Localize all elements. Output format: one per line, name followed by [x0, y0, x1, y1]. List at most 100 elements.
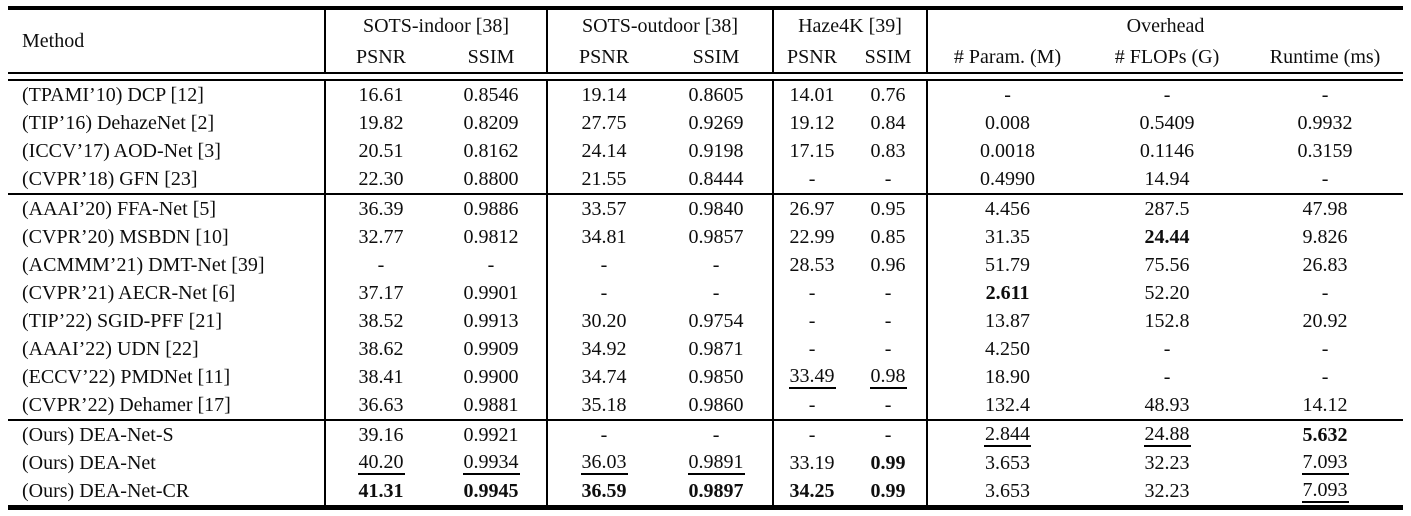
cell-value: 0.9850 [688, 365, 744, 388]
cell-value: 19.14 [581, 83, 627, 106]
value-cell: 36.03 [547, 449, 660, 477]
cell-value: - [712, 281, 720, 304]
value-cell: 0.9921 [436, 419, 549, 449]
value-cell: 32.77 [325, 223, 436, 251]
cell-value: 0.9909 [463, 337, 519, 360]
value-cell: - [773, 391, 850, 420]
value-cell: 30.20 [547, 307, 660, 335]
value-cell: - [773, 307, 850, 335]
cell-value: 39.16 [358, 423, 404, 446]
value-cell: 0.9909 [436, 335, 549, 363]
value-cell: - [773, 419, 851, 449]
cell-value: - [712, 423, 720, 446]
cell-value: 0.9871 [688, 337, 744, 360]
cell-value: 0.9840 [688, 197, 744, 220]
cell-value: - [712, 253, 720, 276]
cell-value: - [884, 281, 892, 304]
value-cell: 26.97 [773, 193, 851, 223]
value-cell: 48.93 [1087, 391, 1247, 420]
col-header-outdoor-ssim: SSIM [660, 42, 775, 73]
col-group-sots-indoor: SOTS-indoor [38] [325, 8, 549, 42]
value-cell: 75.56 [1087, 251, 1247, 279]
value-cell: 41.31 [325, 477, 436, 508]
value-cell: - [773, 279, 850, 307]
value-cell: 0.9860 [660, 391, 775, 420]
col-header-outdoor-psnr: PSNR [579, 45, 630, 68]
cell-value: 0.9900 [463, 365, 519, 388]
cell-value: 0.8162 [463, 139, 519, 162]
cell-value: - [808, 337, 816, 360]
value-cell: - [1087, 363, 1247, 391]
cell-value: 0.8605 [688, 83, 744, 106]
value-cell: 40.20 [325, 449, 436, 477]
cell-value: 33.49 [788, 365, 836, 390]
cell-value: 0.84 [870, 111, 906, 134]
value-cell: 0.9871 [660, 335, 775, 363]
value-cell: - [1247, 363, 1403, 391]
cell-value: - [808, 423, 816, 446]
value-cell: 3.653 [927, 449, 1087, 477]
table-header: Method SOTS-indoor [38] SOTS-outdoor [38… [8, 8, 1403, 73]
cell-value: - [808, 281, 816, 304]
value-cell: - [660, 419, 775, 449]
cell-value: 36.03 [580, 451, 628, 476]
cell-value: 0.8209 [463, 111, 519, 134]
value-cell: 4.250 [927, 335, 1087, 363]
value-cell: 31.35 [927, 223, 1087, 251]
cell-value: - [884, 167, 892, 190]
value-cell: 36.59 [547, 477, 660, 508]
table-row: (AAAI’20) FFA-Net [5] 36.39 0.9886 33.57 0.9… [8, 193, 1404, 223]
cell-value: 0.9934 [462, 451, 520, 476]
cell-value: 19.82 [358, 111, 404, 134]
value-cell: 32.23 [1087, 449, 1247, 477]
cell-value: 3.653 [985, 451, 1031, 474]
cell-value: 0.9901 [463, 281, 519, 304]
cell-value: 35.18 [581, 393, 627, 416]
cell-value: 22.30 [358, 167, 404, 190]
cell-value: 0.4990 [980, 167, 1036, 190]
value-cell: - [325, 251, 436, 279]
value-cell: 0.8546 [436, 80, 549, 109]
table-row: (TPAMI’10) DCP [12] 16.61 0.8546 19.14 0.860… [8, 80, 1403, 109]
value-cell: 0.9886 [436, 193, 549, 223]
table-row: (Ours) DEA-Net-CR 41.31 0.9945 36.59 0.9897 3… [8, 477, 1403, 508]
method-cell: (CVPR’20) MSBDN [10] [8, 223, 326, 251]
value-cell: 4.456 [927, 193, 1088, 223]
table-row: (CVPR’21) AECR-Net [6] 37.17 0.9901 - - - - 2.6… [8, 279, 1403, 307]
cell-value: 75.56 [1144, 253, 1190, 276]
value-cell: 14.01 [773, 80, 850, 109]
value-cell: 0.98 [850, 363, 929, 391]
method-cell: (AAAI’22) UDN [22] [8, 335, 326, 363]
cell-value: 36.39 [358, 197, 404, 220]
cell-value: 0.9897 [688, 479, 744, 502]
cell-value: 0.9812 [463, 225, 519, 248]
table-row: (TIP’16) DehazeNet [2] 19.82 0.8209 27.75 0.… [8, 109, 1403, 137]
value-cell: - [850, 335, 929, 363]
col-header-indoor-ssim: SSIM [436, 42, 549, 73]
value-cell: - [1087, 335, 1247, 363]
cell-value: 0.8546 [463, 83, 519, 106]
cell-value: 34.92 [581, 337, 627, 360]
cell-value: 7.093 [1301, 451, 1349, 476]
cell-value: 0.85 [870, 225, 906, 248]
table-body: (TPAMI’10) DCP [12] 16.61 0.8546 19.14 0.860… [8, 72, 1404, 508]
value-cell: 0.9857 [660, 223, 775, 251]
cell-value: 9.826 [1302, 225, 1348, 248]
col-group-sots-outdoor: SOTS-outdoor [38] [547, 8, 775, 42]
cell-value: 26.83 [1302, 253, 1348, 276]
cell-value: 0.76 [870, 83, 906, 106]
value-cell: - [436, 251, 549, 279]
value-cell: - [1247, 80, 1403, 109]
cell-value: - [1004, 83, 1011, 106]
col-header-indoor-psnr: PSNR [355, 45, 407, 68]
cell-value: 14.01 [789, 83, 835, 106]
cell-value: 34.25 [789, 479, 835, 502]
method-cell: (Ours) DEA-Net-CR [8, 477, 326, 508]
value-cell: 38.62 [325, 335, 436, 363]
table-row: (ICCV’17) AOD-Net [3] 20.51 0.8162 24.14 0.9… [8, 137, 1403, 165]
cell-value: 32.23 [1144, 451, 1190, 474]
value-cell: 27.75 [547, 109, 660, 137]
value-cell: 22.30 [325, 165, 436, 194]
cell-value: 13.87 [985, 309, 1031, 332]
table-row: (ACMMM’21) DMT-Net [39] - - - - 28.53 0.96 51.7… [8, 251, 1403, 279]
